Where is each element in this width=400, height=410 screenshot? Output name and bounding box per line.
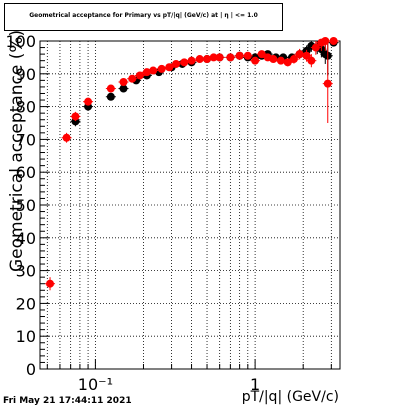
data-point bbox=[165, 63, 174, 72]
data-point bbox=[119, 78, 128, 86]
data-point bbox=[251, 56, 260, 65]
data-point bbox=[180, 58, 189, 67]
data-point bbox=[157, 64, 166, 73]
series-layer bbox=[45, 37, 339, 291]
data-point bbox=[295, 50, 304, 59]
data-point bbox=[283, 58, 292, 67]
x-tick-label: 10⁻¹ bbox=[78, 375, 113, 394]
data-point bbox=[215, 53, 224, 62]
data-point bbox=[46, 279, 55, 288]
data-point bbox=[311, 43, 320, 52]
y-tick-label: 40 bbox=[16, 229, 36, 248]
data-point bbox=[172, 59, 181, 68]
chart-title: Geometrical acceptance for Primary vs pT… bbox=[29, 12, 258, 19]
data-point bbox=[128, 74, 137, 83]
data-point bbox=[106, 84, 115, 93]
data-point bbox=[276, 56, 285, 65]
data-point bbox=[321, 37, 330, 45]
data-point bbox=[323, 79, 332, 88]
y-tick-label: 70 bbox=[16, 130, 36, 149]
data-point bbox=[62, 133, 71, 142]
y-axis-label: Geometrical acceptance (%) bbox=[7, 30, 27, 272]
timestamp: Fri May 21 17:44:11 2021 bbox=[3, 396, 132, 406]
data-point bbox=[302, 51, 311, 60]
tick-layer: 0 10 20 30 40 50 60 70 80 90 100 10⁻¹ 1 bbox=[5, 32, 332, 394]
data-point bbox=[135, 71, 144, 80]
data-point bbox=[195, 55, 204, 64]
data-point bbox=[71, 112, 80, 121]
data-point bbox=[235, 51, 244, 60]
y-tick-label: 80 bbox=[16, 98, 36, 117]
y-tick-label: 20 bbox=[16, 294, 36, 313]
chart-title-box: Geometrical acceptance for Primary vs pT… bbox=[4, 3, 283, 31]
x-tick-label: 1 bbox=[250, 375, 260, 394]
data-point bbox=[106, 92, 115, 101]
data-point bbox=[243, 51, 252, 60]
y-tick-label: 10 bbox=[16, 327, 36, 346]
y-tick-label: 50 bbox=[16, 196, 36, 215]
data-point bbox=[209, 53, 218, 62]
data-point bbox=[84, 97, 93, 106]
x-axis-label: pT/|q| (GeV/c) bbox=[242, 389, 339, 405]
data-point bbox=[307, 56, 316, 65]
y-tick-label: 0 bbox=[26, 360, 36, 379]
data-point bbox=[269, 55, 278, 64]
data-point bbox=[187, 56, 196, 65]
data-point bbox=[226, 53, 235, 62]
data-point bbox=[289, 55, 298, 64]
grid-layer bbox=[40, 41, 340, 369]
series-1 bbox=[45, 37, 339, 291]
y-tick-label: 30 bbox=[16, 262, 36, 281]
data-point bbox=[119, 84, 128, 93]
y-tick-label: 100 bbox=[5, 32, 36, 51]
y-tick-label: 90 bbox=[16, 65, 36, 84]
y-tick-label: 60 bbox=[16, 163, 36, 182]
data-point bbox=[149, 66, 158, 75]
data-point bbox=[257, 50, 266, 59]
data-point bbox=[329, 37, 338, 45]
